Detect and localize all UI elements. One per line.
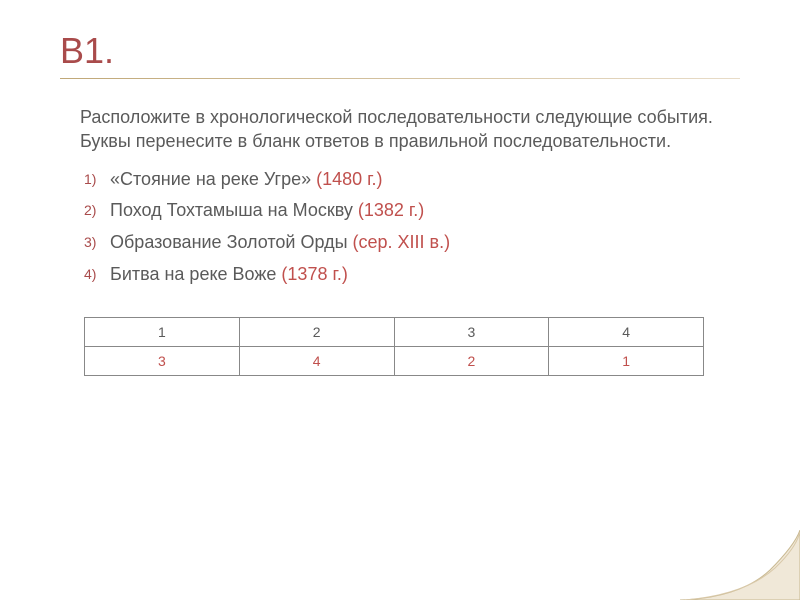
corner-decoration [680,530,800,600]
title-area: В1. [60,30,740,79]
answer-cell: 1 [549,347,704,376]
list-item: 4) Битва на реке Воже (1378 г.) [84,261,740,289]
list-marker: 1) [84,166,110,194]
slide: В1. Расположите в хронологической послед… [0,0,800,600]
answer-cell: 3 [85,347,240,376]
table-answer-row: 3 4 2 1 [85,347,704,376]
list-marker: 4) [84,261,110,289]
item-year: (сер. XIII в.) [353,232,451,252]
item-year: (1382 г.) [358,200,424,220]
item-text: «Стояние на реке Угре» [110,169,316,189]
intro-text: Расположите в хронологической последоват… [80,105,740,154]
item-year: (1378 г.) [281,264,347,284]
list-item: 1) «Стояние на реке Угре» (1480 г.) [84,166,740,194]
list-item: 2) Поход Тохтамыша на Москву (1382 г.) [84,197,740,225]
title-underline [60,78,740,79]
answer-table: 1 2 3 4 3 4 2 1 [84,317,704,376]
slide-title: В1. [60,30,740,72]
item-text: Битва на реке Воже [110,264,281,284]
event-list: 1) «Стояние на реке Угре» (1480 г.) 2) П… [80,166,740,290]
content: Расположите в хронологической последоват… [60,87,740,376]
item-year: (1480 г.) [316,169,382,189]
item-text: Поход Тохтамыша на Москву [110,200,358,220]
list-marker: 3) [84,229,110,257]
header-cell: 1 [85,318,240,347]
page-curl-icon [680,530,800,600]
header-cell: 2 [239,318,394,347]
list-marker: 2) [84,197,110,225]
list-item: 3) Образование Золотой Орды (сер. XIII в… [84,229,740,257]
header-cell: 4 [549,318,704,347]
item-text: Образование Золотой Орды [110,232,353,252]
answer-cell: 4 [239,347,394,376]
answer-table-wrap: 1 2 3 4 3 4 2 1 [80,317,740,376]
answer-cell: 2 [394,347,549,376]
header-cell: 3 [394,318,549,347]
table-header-row: 1 2 3 4 [85,318,704,347]
